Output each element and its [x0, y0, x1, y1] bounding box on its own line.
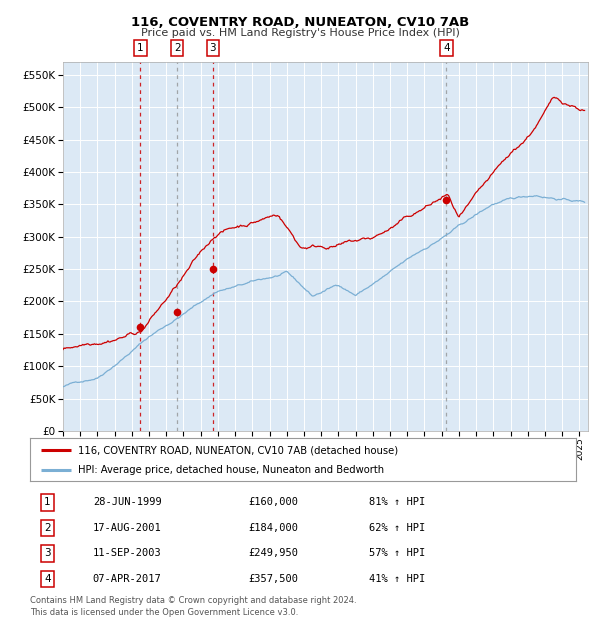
Text: HPI: Average price, detached house, Nuneaton and Bedworth: HPI: Average price, detached house, Nune… — [78, 464, 384, 474]
Text: 116, COVENTRY ROAD, NUNEATON, CV10 7AB: 116, COVENTRY ROAD, NUNEATON, CV10 7AB — [131, 16, 469, 29]
Text: 28-JUN-1999: 28-JUN-1999 — [93, 497, 161, 507]
Text: 41% ↑ HPI: 41% ↑ HPI — [368, 574, 425, 584]
Text: 62% ↑ HPI: 62% ↑ HPI — [368, 523, 425, 533]
Text: 1: 1 — [44, 497, 51, 507]
Text: 81% ↑ HPI: 81% ↑ HPI — [368, 497, 425, 507]
Text: £184,000: £184,000 — [248, 523, 298, 533]
Text: 11-SEP-2003: 11-SEP-2003 — [93, 549, 161, 559]
Text: £160,000: £160,000 — [248, 497, 298, 507]
Text: 17-AUG-2001: 17-AUG-2001 — [93, 523, 161, 533]
Text: 07-APR-2017: 07-APR-2017 — [93, 574, 161, 584]
Text: 4: 4 — [44, 574, 51, 584]
Text: 3: 3 — [209, 43, 216, 53]
Text: 57% ↑ HPI: 57% ↑ HPI — [368, 549, 425, 559]
Text: 116, COVENTRY ROAD, NUNEATON, CV10 7AB (detached house): 116, COVENTRY ROAD, NUNEATON, CV10 7AB (… — [78, 445, 398, 455]
Text: £249,950: £249,950 — [248, 549, 298, 559]
Text: Contains HM Land Registry data © Crown copyright and database right 2024.
This d: Contains HM Land Registry data © Crown c… — [30, 596, 356, 617]
Text: 2: 2 — [44, 523, 51, 533]
Text: 1: 1 — [137, 43, 143, 53]
Text: Price paid vs. HM Land Registry's House Price Index (HPI): Price paid vs. HM Land Registry's House … — [140, 28, 460, 38]
Text: £357,500: £357,500 — [248, 574, 298, 584]
Text: 2: 2 — [174, 43, 181, 53]
Text: 4: 4 — [443, 43, 449, 53]
Text: 3: 3 — [44, 549, 51, 559]
